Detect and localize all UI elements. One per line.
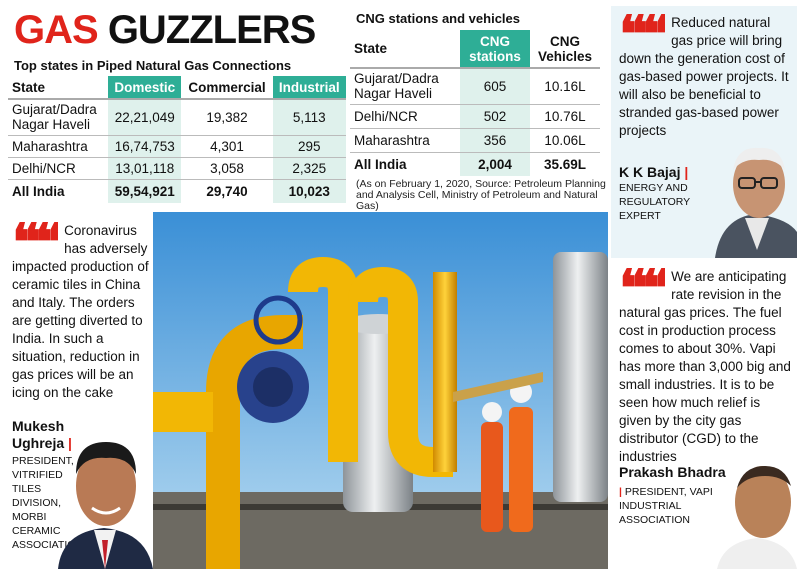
quote-panel-bhadra: ❝❝ We are anticipating rate revision in … (611, 262, 797, 569)
domestic-total: 59,54,921 (108, 179, 182, 203)
commercial-cell: 3,058 (181, 157, 273, 180)
vehicles-total: 35.69L (543, 156, 587, 172)
quote-author-name: Prakash Bhadra (619, 464, 726, 480)
author-name-text: K K Bajaj (619, 164, 681, 180)
author-name-text: Mukesh Ughreja (12, 418, 65, 451)
table-row: Gujarat/Dadra Nagar Haveli 605 10.16L (350, 68, 600, 105)
quote-text: Reduced natural gas price will bring dow… (619, 15, 789, 138)
cng-table: State CNG stations CNG Vehicles Gujarat/… (350, 30, 600, 176)
quote-author-role: PRESIDENT, VITRIFIED TILES DIVISION, MOR… (12, 455, 83, 551)
commercial-cell: 4,301 (181, 135, 273, 158)
column-header-industrial: Industrial (272, 76, 346, 100)
state-cell: All India (12, 183, 65, 199)
industrial-cell: 295 (272, 135, 346, 158)
portrait-bajaj (715, 147, 797, 258)
commercial-total: 29,740 (206, 183, 248, 199)
quote-author-name: K K Bajaj | (619, 164, 689, 180)
table-row: Delhi/NCR 502 10.76L (350, 104, 600, 129)
png-connections-table: State Domestic Commercial Industrial Guj… (8, 76, 346, 203)
portrait-ughreja (58, 442, 153, 569)
column-header-state: State (350, 30, 460, 69)
column-header-cng-vehicles: CNG Vehicles (530, 30, 600, 69)
stations-cell: 356 (460, 128, 530, 153)
quote-author-name: Mukesh Ughreja | (12, 418, 72, 451)
column-header-state: State (8, 76, 108, 100)
state-cell: Delhi/NCR (350, 104, 460, 129)
headline-word-gas: GAS (14, 8, 99, 52)
state-cell: All India (354, 156, 407, 172)
total-row: All India 59,54,921 29,740 10,023 (8, 179, 346, 203)
stations-cell: 502 (460, 104, 530, 129)
industrial-cell: 2,325 (272, 157, 346, 180)
quote-mark-icon: ❝❝ (619, 268, 666, 302)
quote-panel-bajaj: ❝❝ Reduced natural gas price will bring … (611, 6, 797, 258)
industrial-cell: 5,113 (272, 99, 346, 136)
column-header-cng-stations: CNG stations (460, 30, 530, 69)
commercial-cell: 19,382 (181, 99, 273, 136)
vehicles-cell: 10.76L (530, 104, 600, 129)
quote-text: Coronavirus has adversely impacted produ… (12, 223, 149, 400)
column-header-commercial: Commercial (181, 76, 273, 100)
domestic-cell: 16,74,753 (108, 135, 182, 158)
vehicles-cell: 10.16L (530, 68, 600, 105)
domestic-cell: 13,01,118 (108, 157, 182, 180)
portrait-bhadra (717, 466, 797, 569)
quote-author-role: ENERGY AND REGULATORY EXPERT (619, 182, 690, 222)
gas-plant-photo (153, 212, 608, 569)
quote-mark-icon: ❝❝ (12, 222, 59, 256)
total-row: All India 2,004 35.69L (350, 152, 600, 176)
quote-text: We are anticipating rate revision in the… (619, 269, 791, 464)
quote-panel-ughreja: ❝❝ Coronavirus has adversely impacted pr… (6, 212, 153, 569)
domestic-cell: 22,21,049 (108, 99, 182, 136)
vehicles-cell: 10.06L (530, 128, 600, 153)
gas-plant-illustration (153, 212, 608, 569)
quote-mark-icon: ❝❝ (619, 14, 666, 48)
headline-word-guzzlers: GUZZLERS (107, 8, 317, 52)
table-row: Delhi/NCR 13,01,118 3,058 2,325 (8, 157, 346, 180)
state-cell: Delhi/NCR (8, 157, 108, 180)
industrial-total: 10,023 (272, 179, 346, 203)
stations-cell: 605 (460, 68, 530, 105)
table-row: Maharashtra 356 10.06L (350, 128, 600, 153)
cng-table-title: CNG stations and vehicles (356, 11, 520, 26)
state-cell: Maharashtra (350, 128, 460, 153)
state-cell: Gujarat/Dadra Nagar Haveli (350, 68, 460, 105)
stations-total: 2,004 (460, 152, 530, 176)
author-role-text: PRESIDENT, VAPI INDUSTRIAL ASSOCIATION (619, 486, 713, 526)
source-note: (As on February 1, 2020, Source: Petrole… (356, 178, 606, 212)
state-cell: Maharashtra (8, 135, 108, 158)
state-cell: Gujarat/Dadra Nagar Haveli (8, 99, 108, 136)
column-header-domestic: Domestic (108, 76, 182, 100)
quote-author-role: | PRESIDENT, VAPI INDUSTRIAL ASSOCIATION (619, 486, 713, 526)
table-row: Gujarat/Dadra Nagar Haveli 22,21,049 19,… (8, 99, 346, 136)
table-row: Maharashtra 16,74,753 4,301 295 (8, 135, 346, 158)
headline: GAS GUZZLERS (14, 8, 317, 52)
png-table-title: Top states in Piped Natural Gas Connecti… (14, 58, 292, 73)
